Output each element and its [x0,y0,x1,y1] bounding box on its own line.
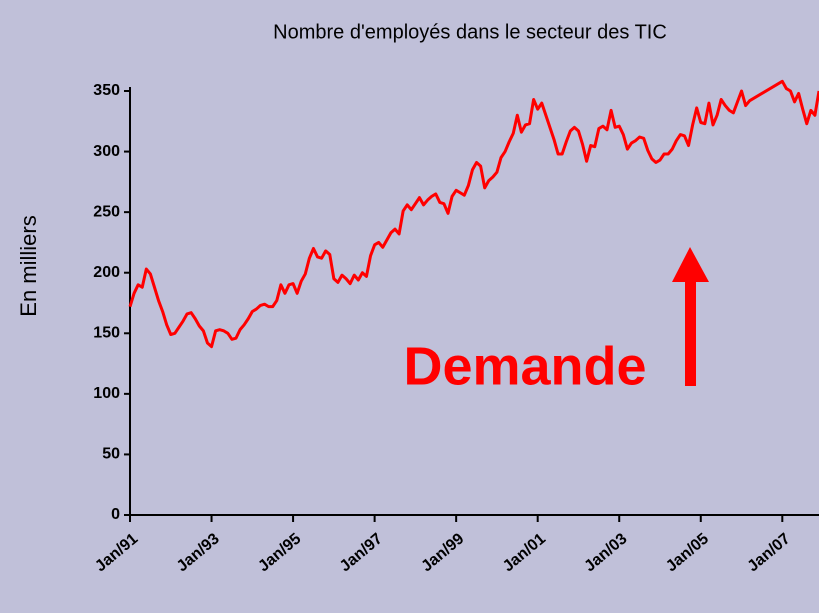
y-tick-label: 100 [93,385,120,402]
chart-title: Nombre d'employés dans le secteur des TI… [273,21,667,43]
y-tick-label: 50 [102,446,120,463]
annotation: Demande [403,336,646,396]
y-tick-label: 350 [93,82,120,99]
y-tick-label: 250 [93,203,120,220]
y-tick-label: 300 [93,143,120,160]
y-tick-label: 150 [93,325,120,342]
y-tick-label: 200 [93,264,120,281]
arrow [672,247,709,386]
data-line [128,79,819,349]
y-axis-label: En milliers [16,215,41,316]
arrow-shaft [685,280,696,386]
y-tick-label: 0 [111,506,120,523]
arrow-head [672,247,709,282]
